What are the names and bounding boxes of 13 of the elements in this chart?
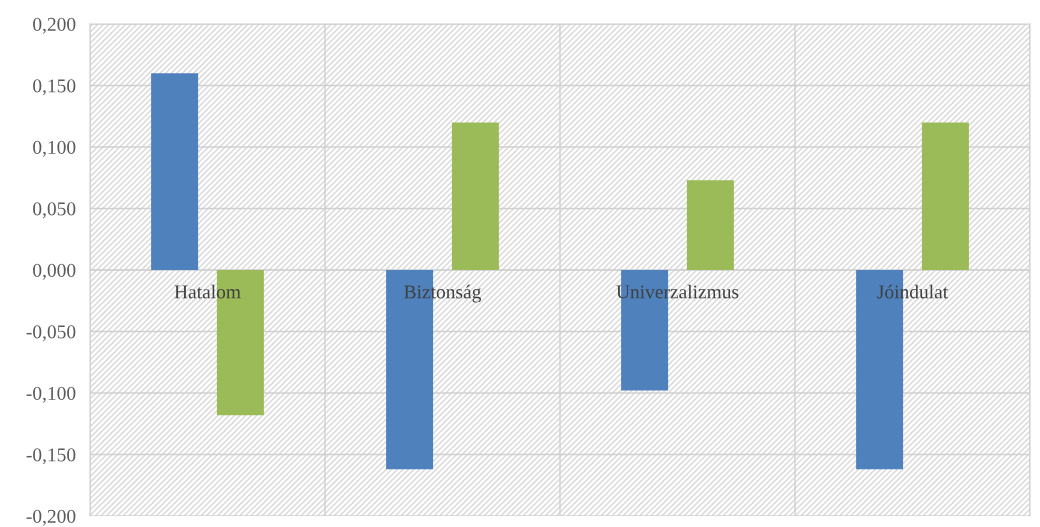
- bar: [686, 180, 734, 270]
- y-tick-label: -0,150: [26, 448, 76, 465]
- y-tick-label: 0,000: [33, 263, 76, 280]
- y-tick-label: 0,050: [33, 202, 76, 219]
- y-tick-label: -0,200: [26, 509, 76, 526]
- bar: [151, 73, 199, 270]
- y-tick-label: -0,050: [26, 325, 76, 342]
- bar: [921, 122, 969, 270]
- y-tick-label: 0,200: [33, 17, 76, 34]
- y-tick-label: 0,100: [33, 140, 76, 157]
- y-tick-label: 0,150: [33, 79, 76, 96]
- bar: [451, 122, 499, 270]
- y-tick-label: -0,100: [26, 386, 76, 403]
